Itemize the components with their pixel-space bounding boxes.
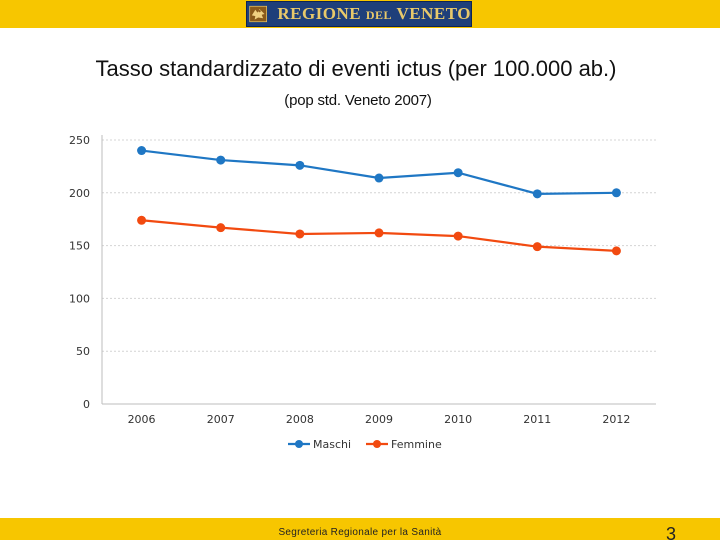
line-chart: 0 50 100 150 200 250 2006 2007 2008 2009 2010 2011 2…	[69, 134, 656, 451]
data-point-femmine	[453, 231, 463, 241]
x-tick-label: 2009	[365, 413, 393, 426]
data-point-femmine	[532, 242, 542, 252]
x-tick-label: 2008	[286, 413, 314, 426]
legend-label: Femmine	[391, 438, 442, 451]
series-line-maschi	[141, 149, 617, 195]
x-tick-label: 2007	[207, 413, 235, 426]
data-point-femmine	[295, 229, 305, 239]
y-tick-label: 150	[69, 240, 90, 253]
data-point-femmine	[374, 228, 384, 238]
winged-lion-icon	[249, 5, 267, 23]
data-point-maschi	[374, 173, 384, 183]
data-point-maschi	[295, 160, 305, 170]
data-point-maschi	[137, 146, 147, 156]
legend-marker-maschi	[295, 440, 303, 448]
legend-label: Maschi	[313, 438, 351, 451]
footer-text: Segreteria Regionale per la Sanità	[278, 527, 442, 538]
x-tick-label: 2006	[128, 413, 156, 426]
data-point-maschi	[216, 155, 226, 165]
y-tick-label: 250	[69, 134, 90, 147]
page-number: 3	[666, 524, 677, 540]
data-point-maschi	[611, 188, 621, 198]
x-tick-label: 2011	[523, 413, 551, 426]
data-point-femmine	[137, 215, 147, 225]
x-tick-label: 2012	[602, 413, 630, 426]
y-tick-label: 50	[76, 345, 90, 358]
legend-marker-femmine	[373, 440, 381, 448]
y-tick-label: 0	[83, 398, 90, 411]
y-tick-label: 200	[69, 187, 90, 200]
slide-title: Tasso standardizzato di eventi ictus (pe…	[95, 56, 617, 81]
logo-text: REGIONE DEL VENETO	[277, 4, 471, 23]
footer-bar	[0, 518, 720, 540]
slide-subtitle: (pop std. Veneto 2007)	[284, 92, 432, 109]
x-tick-label: 2010	[444, 413, 472, 426]
data-point-femmine	[216, 223, 226, 233]
y-tick-label: 100	[69, 292, 90, 305]
data-point-femmine	[611, 246, 621, 256]
data-point-maschi	[532, 189, 542, 199]
data-point-maschi	[453, 168, 463, 178]
regione-veneto-logo: REGIONE DEL VENETO	[246, 1, 472, 27]
